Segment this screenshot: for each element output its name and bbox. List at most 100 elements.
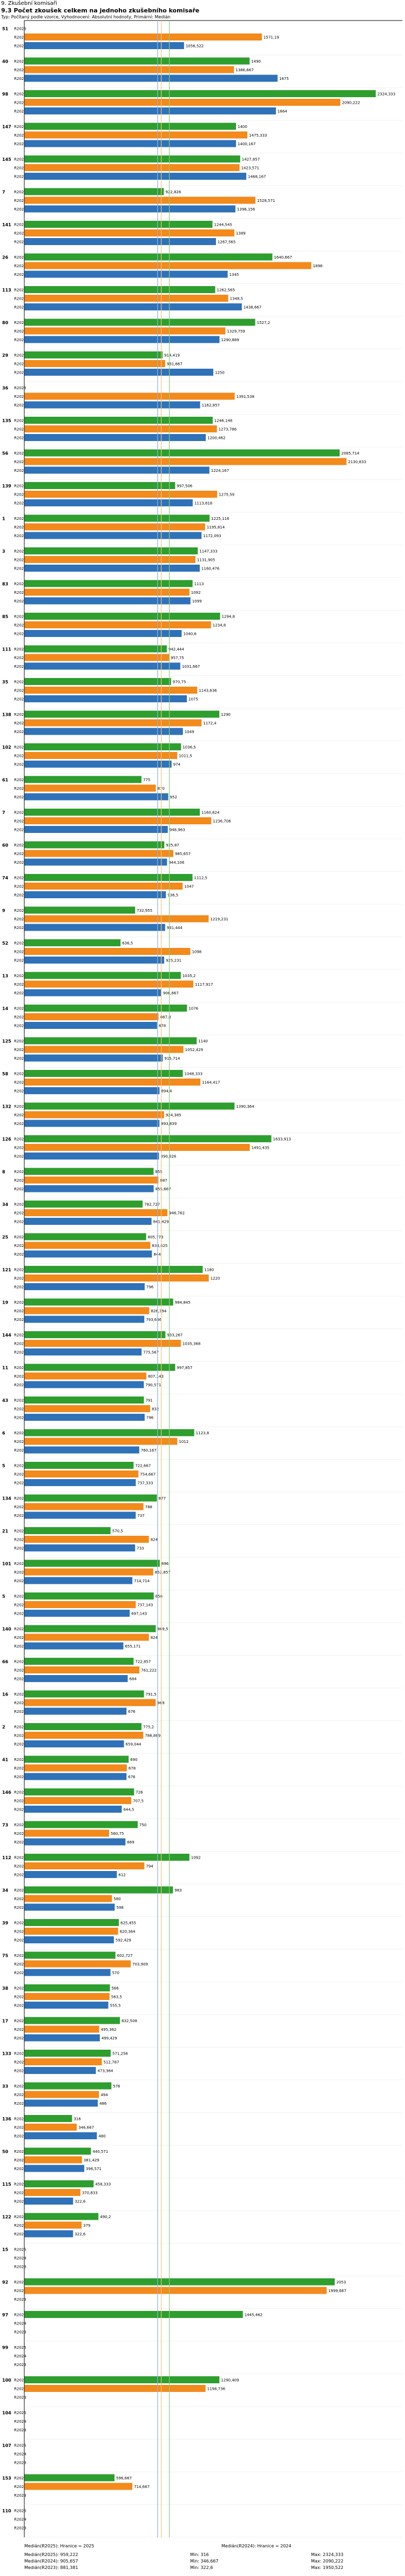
bar-r2023: [24, 1120, 160, 1127]
group-code-label: 19: [2, 1300, 9, 1305]
bar-r2024: [24, 262, 312, 269]
bar-value-label: 737,333: [137, 1481, 153, 1486]
bar-r2024: [24, 392, 235, 400]
bar-r2025: [24, 1788, 134, 1795]
bar-r2023: [24, 662, 180, 670]
series-name-label: R2024: [14, 623, 26, 628]
bar-r2025: [24, 678, 171, 685]
bar-value-label: 1012: [179, 1440, 188, 1444]
group-code-label: 13: [2, 974, 8, 979]
series-name-label: R2025: [14, 1725, 26, 1730]
series-name-label: R2023: [14, 893, 26, 898]
series-name-label: R2025: [14, 451, 26, 456]
bar-r2025: [24, 906, 136, 914]
group-code-label: 101: [2, 1562, 11, 1567]
bar-value-label: 1262,565: [217, 288, 235, 293]
series-name-label: R2023: [14, 110, 26, 114]
group-code-label: 102: [2, 745, 11, 750]
series-name-label: R2024: [14, 689, 26, 693]
bar-r2025: [24, 1298, 173, 1306]
bar-r2024: [24, 752, 178, 759]
series-name-label: R2024: [14, 1015, 26, 1020]
bar-r2023: [24, 1544, 136, 1551]
series-name-label: R2024: [14, 1636, 26, 1640]
series-name-label: R2024: [14, 2419, 26, 2424]
series-name-label: R2023: [14, 1579, 26, 1583]
bar-value-label: 833,625: [152, 1244, 167, 1248]
series-name-label: R2024: [14, 982, 26, 987]
bar-value-label: 754,667: [140, 1473, 156, 1477]
group-code-label: 2: [2, 1725, 5, 1730]
series-name-label: R2025: [14, 1692, 26, 1697]
series-name-label: R2023: [14, 1840, 26, 1845]
bar-value-label: 473,364: [98, 2069, 113, 2073]
bar-value-label: 1391,538: [237, 395, 254, 399]
bar-r2024: [24, 1013, 159, 1020]
bar-r2025: [24, 1429, 194, 1436]
bar-value-label: 1423,571: [241, 166, 259, 171]
series-name-label: R2025: [14, 1562, 26, 1566]
group-code-label: 126: [2, 1137, 11, 1142]
series-name-label: R2024: [14, 2224, 26, 2228]
bar-value-label: 1047: [184, 885, 194, 889]
bar-r2023: [24, 761, 172, 768]
series-name-label: R2024: [14, 1897, 26, 1901]
bar-r2024: [24, 2025, 99, 2033]
bar-r2024: [24, 425, 217, 432]
series-name-label: R2023: [14, 763, 26, 767]
bar-value-label: 714,714: [134, 1579, 150, 1583]
bar-value-label: 1131,905: [197, 558, 215, 562]
series-name-label: R2025: [14, 2150, 26, 2154]
group-code-label: 34: [2, 1888, 9, 1893]
bar-value-label: 1113,818: [194, 501, 212, 506]
bar-value-label: 703,909: [132, 1962, 148, 1967]
bar-r2024: [24, 784, 156, 792]
series-name-label: R2025: [14, 2444, 26, 2448]
series-name-label: R2024: [14, 1995, 26, 1999]
series-name-label: R2025: [14, 1660, 26, 1664]
bar-r2023: [24, 565, 200, 572]
bar-r2025: [24, 1984, 110, 1991]
series-name-label: R2025: [14, 517, 26, 521]
group-code-label: 135: [2, 418, 11, 423]
series-name-label: R2025: [14, 713, 26, 717]
bar-value-label: 1172,4: [203, 721, 217, 726]
chart-title: 9.3 Počet zkoušek celkem na jednoho zkuš…: [1, 7, 200, 14]
series-name-label: R2024: [14, 493, 26, 497]
bar-r2024: [24, 164, 240, 171]
bar-value-label: 714,667: [134, 2485, 150, 2489]
bar-value-label: 1445,462: [245, 2313, 262, 2317]
group-code-label: 125: [2, 1039, 11, 1044]
group-code-label: 138: [2, 713, 11, 717]
series-name-label: R2024: [14, 1277, 26, 1281]
bar-value-label: 793,636: [146, 1318, 161, 1322]
bar-r2025: [24, 351, 163, 358]
bar-r2024: [24, 588, 190, 596]
bar-value-label: 1236,706: [213, 819, 231, 824]
bar-r2024: [24, 1242, 151, 1249]
series-name-label: R2024: [14, 232, 26, 236]
series-name-label: R2025: [14, 876, 26, 880]
bar-value-label: 580: [113, 1897, 120, 1901]
bar-r2023: [24, 1806, 122, 1813]
bar-value-label: 733: [137, 1547, 144, 1551]
bar-value-label: 890,826: [160, 1155, 176, 1159]
series-name-label: R2023: [14, 2526, 26, 2531]
bar-value-label: 620,364: [120, 1930, 136, 1934]
bar-value-label: 750: [139, 1823, 146, 1827]
bar-r2025: [24, 1364, 176, 1371]
series-name-label: R2024: [14, 2158, 26, 2163]
series-name-label: R2024: [14, 297, 26, 301]
bar-r2023: [24, 1185, 154, 1192]
series-name-label: R2025: [14, 27, 26, 31]
bar-r2024: [24, 1732, 144, 1739]
group-code-label: 35: [2, 680, 9, 684]
series-name-label: R2024: [14, 1473, 26, 1477]
series-name-label: R2024: [14, 1505, 26, 1509]
series-name-label: R2025: [14, 615, 26, 619]
bar-r2025: [24, 1527, 111, 1534]
bar-value-label: 644,5: [123, 1808, 134, 1812]
bar-value-label: 832: [152, 1407, 159, 1412]
series-name-label: R2023: [14, 1775, 26, 1779]
group-code-label: 85: [2, 614, 9, 619]
